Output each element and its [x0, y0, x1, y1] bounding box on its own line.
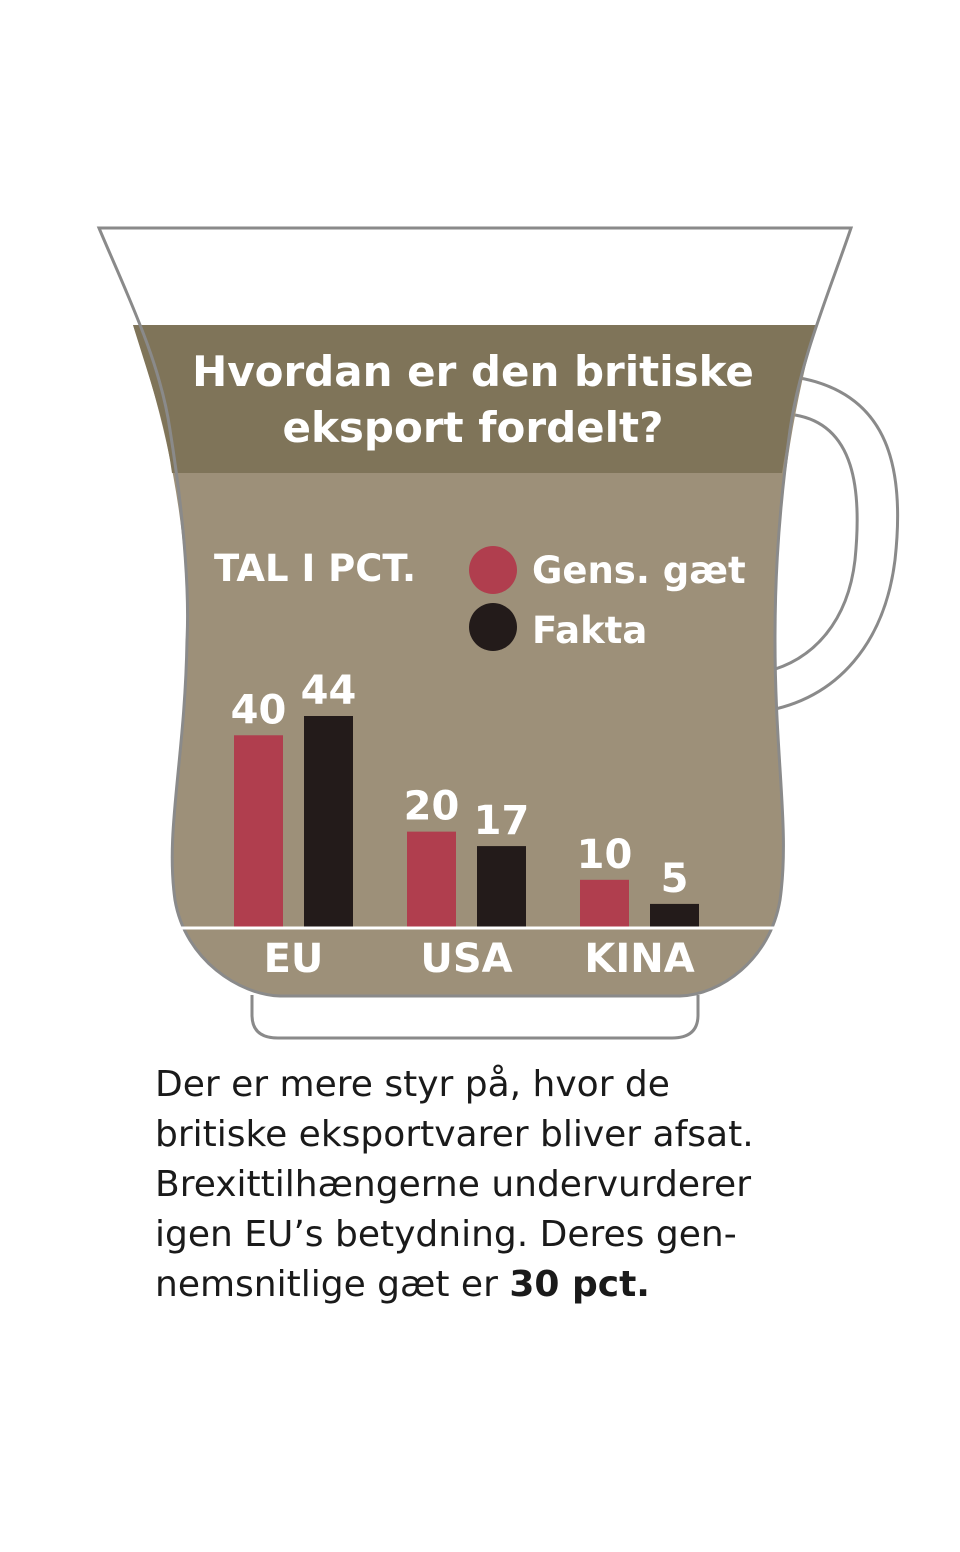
legend-swatch-fact — [469, 603, 517, 651]
caption-line-4: igen EU’s betydning. Deres gen- — [155, 1214, 737, 1255]
cup-handle-inner — [764, 413, 859, 674]
bar-eu-fact — [304, 716, 353, 928]
chart-title-line-1: Hvordan er den britiske — [192, 347, 754, 396]
caption-emphasis: 30 pct. — [509, 1264, 650, 1305]
legend-swatch-guess — [469, 546, 517, 594]
caption-line-3: Brexittilhængerne undervurderer — [155, 1164, 752, 1205]
caption: Der er mere styr på, hvor de britiske ek… — [155, 1060, 855, 1310]
value-label-kina-fact: 5 — [661, 856, 689, 902]
category-label-kina: KINA — [584, 936, 694, 982]
value-label-eu-fact: 44 — [301, 668, 357, 714]
title-band — [133, 325, 816, 473]
caption-line-5-text: nemsnitlige gæt er — [155, 1264, 510, 1305]
bar-usa-fact — [477, 846, 526, 928]
value-label-usa-guess: 20 — [404, 784, 460, 830]
category-label-eu: EU — [264, 936, 324, 982]
value-label-eu-guess: 40 — [231, 687, 287, 733]
legend-label-fact: Fakta — [532, 609, 647, 652]
caption-line-2: britiske eksportvarer bliver afsat. — [155, 1114, 754, 1155]
cup-chart-graphic: Hvordan er den britiske eksport fordelt?… — [96, 226, 900, 1040]
value-label-kina-guess: 10 — [577, 832, 633, 878]
category-label-usa: USA — [420, 936, 512, 982]
legend-label-guess: Gens. gæt — [532, 549, 746, 592]
bar-kina-fact — [650, 903, 699, 928]
cup-base — [250, 995, 700, 1040]
cup-handle-outer — [759, 376, 900, 714]
bar-eu-guess — [234, 735, 283, 928]
cup-outline — [96, 226, 854, 998]
bar-group: 40 44 EU 20 17 USA 10 5 KINA — [231, 668, 699, 982]
bar-usa-guess — [407, 831, 456, 928]
value-label-usa-fact: 17 — [474, 798, 530, 844]
bar-kina-guess — [580, 879, 629, 928]
caption-line-5: nemsnitlige gæt er 30 pct. — [155, 1260, 855, 1310]
caption-line-1: Der er mere styr på, hvor de — [155, 1064, 670, 1105]
unit-label: TAL I PCT. — [214, 547, 416, 590]
chart-title-line-2: eksport fordelt? — [283, 403, 664, 452]
cup-liquid-body — [133, 325, 816, 996]
